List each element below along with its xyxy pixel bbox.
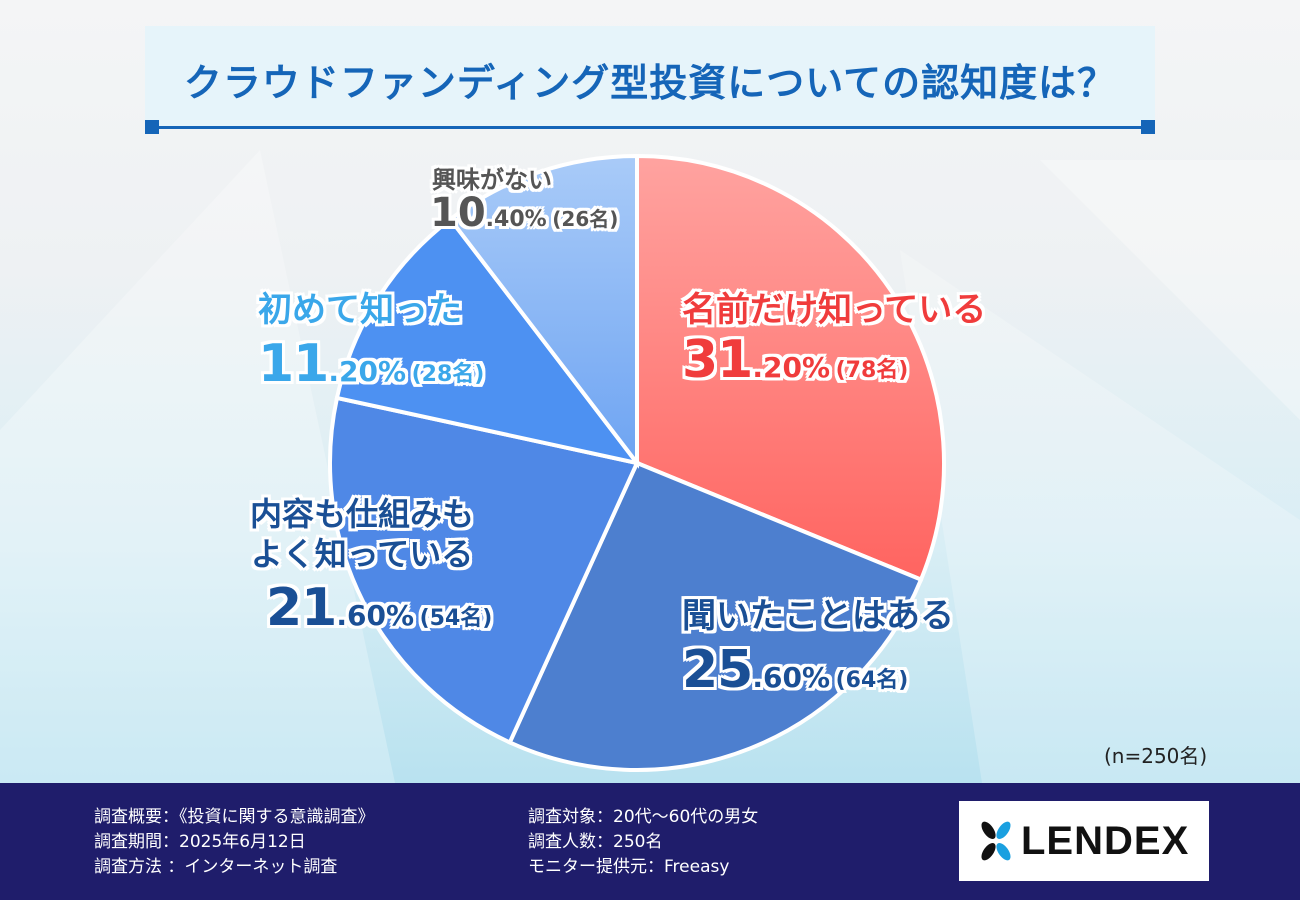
lendex-logo-text: LENDEX [1021, 819, 1190, 863]
slice-value-well-known: 21.60% (54名) [266, 578, 492, 638]
slice-value-first-time: 11.20% (28名) [258, 334, 484, 394]
slice-value-dec: .40% [485, 207, 547, 232]
page-title: クラウドファンディング型投資についての認知度は？ [183, 61, 1117, 105]
slice-value-int: 10 [430, 190, 486, 236]
slice-value-dec: .60% [752, 661, 831, 694]
footer-survey-target: 調査対象：20代〜60代の男女 [528, 807, 759, 827]
slice-value-dec: .20% [752, 351, 831, 384]
slice-label-text: 名前だけ知っている [682, 290, 987, 330]
slice-value-not-interested: 10.40% (26名) [430, 190, 618, 236]
slice-value-int: 25 [682, 640, 753, 700]
slice-value-int: 11 [258, 334, 329, 394]
footer-panel: 調査概要：《投資に関する意識調査》 調査期間：2025年6月12日 調査方法 ：… [0, 783, 1300, 900]
slice-count: (64名) [835, 668, 909, 693]
slice-label-not-interested: 興味がない [432, 160, 552, 195]
title-underline-right-dot [1141, 120, 1155, 134]
footer-left-column: 調査概要：《投資に関する意識調査》 調査期間：2025年6月12日 調査方法 ：… [94, 805, 375, 880]
footer-monitor-source: モニター提供元：Freeasy [528, 857, 730, 877]
pie-slice-1 [507, 460, 924, 772]
pie-slice-2 [328, 395, 640, 746]
slice-count: (28名) [411, 362, 485, 387]
title-underline [152, 126, 1148, 129]
slice-label-line2: よく知っている [250, 535, 474, 573]
slice-label-text: 聞いたことはある [682, 596, 954, 636]
slice-label-name-knowing: 名前だけ知っている [682, 282, 986, 331]
slice-count: (78名) [835, 358, 909, 383]
slice-value-dec: .60% [336, 599, 415, 632]
slice-label-first-time: 初めて知った [258, 282, 462, 331]
title-panel [145, 26, 1155, 126]
pie-slice-3 [334, 216, 642, 467]
slice-value-int: 21 [266, 578, 337, 638]
pie-slice-4 [447, 153, 639, 469]
pie-slice-0 [635, 153, 946, 583]
lendex-logo-mark-icon [981, 821, 1011, 861]
slice-value-heard: 25.60% (64名) [682, 640, 908, 700]
slice-label-line1: 内容も仕組みも [250, 495, 475, 533]
title-underline-left-dot [145, 120, 159, 134]
slice-label-text: 興味がない [432, 166, 552, 194]
footer-survey-count: 調査人数：250名 [528, 832, 663, 852]
slice-value-int: 31 [682, 330, 753, 390]
slice-value-name-knowing: 31.20% (78名) [682, 330, 908, 390]
footer-survey-method: 調査方法 ：インターネット調査 [94, 857, 338, 877]
slice-count: (54名) [419, 606, 493, 631]
footer-survey-overview: 調査概要：《投資に関する意識調査》 [94, 807, 375, 827]
footer-survey-period: 調査期間：2025年6月12日 [94, 832, 306, 852]
slice-label-text: 初めて知った [258, 290, 462, 330]
slice-value-dec: .20% [328, 355, 407, 388]
slice-label-heard: 聞いたことはある [682, 588, 954, 637]
slice-count: (26名) [552, 207, 619, 231]
footer-right-column: 調査対象：20代〜60代の男女 調査人数：250名 モニター提供元：Freeas… [528, 805, 758, 880]
slice-label-well-known: 内容も仕組みも よく知っている [250, 494, 474, 574]
lendex-logo: LENDEX [959, 801, 1209, 881]
sample-size-note: (n=250名) [1104, 744, 1208, 768]
